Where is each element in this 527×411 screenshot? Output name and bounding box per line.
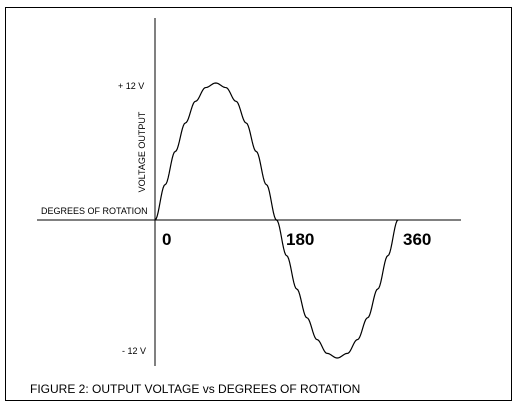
x-tick-label-180: 180 [286, 230, 314, 249]
x-axis-label: DEGREES OF ROTATION [41, 206, 148, 216]
figure-caption: FIGURE 2: OUTPUT VOLTAGE vs DEGREES OF R… [30, 382, 360, 396]
y-axis-label: VOLTAGE OUTPUT [137, 111, 147, 192]
y-tick-label-min: - 12 V [122, 346, 146, 356]
x-tick-label-0: 0 [162, 230, 171, 249]
figure-frame [5, 7, 512, 401]
y-tick-label-max: + 12 V [118, 81, 144, 91]
voltage-sine-line [154, 82, 399, 359]
x-tick-label-360: 360 [403, 230, 431, 249]
